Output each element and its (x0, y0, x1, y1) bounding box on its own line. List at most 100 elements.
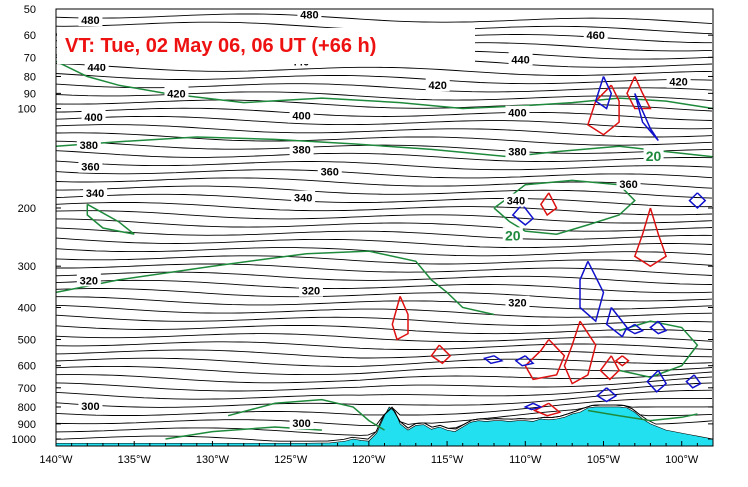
wind-contour (227, 398, 385, 431)
theta-label-bg (291, 190, 316, 204)
y-tick-label: 100 (18, 103, 36, 115)
theta-label-bg (81, 109, 106, 123)
theta-contour-label: 320 (508, 298, 526, 310)
x-tick-label: 140°W (39, 454, 73, 466)
y-tick-label: 50 (24, 4, 36, 16)
theta-contour (56, 296, 713, 310)
wind-contour (55, 250, 495, 316)
theta-contour (55, 115, 713, 130)
x-tick-label: 105°W (587, 454, 621, 466)
valid-time-title: VT: Tue, 02 May 06, 06 UT (+66 h) (57, 28, 475, 64)
theta-label-bg (616, 176, 641, 190)
theta-contour (55, 349, 713, 359)
theta-contour (55, 13, 713, 25)
theta-label-bg (583, 28, 608, 42)
x-tick-label: 125°W (274, 454, 308, 466)
red-contour (626, 76, 652, 110)
theta-label-bg (298, 283, 323, 297)
y-tick-label: 200 (18, 203, 36, 215)
theta-contour (55, 202, 713, 216)
theta-contour-label: 480 (300, 10, 318, 22)
x-tick-label: 120°W (352, 454, 386, 466)
theta-contour-label: 360 (81, 162, 99, 174)
theta-contour (55, 63, 713, 76)
theta-label-bg (78, 399, 103, 413)
theta-contour-label: 400 (84, 112, 102, 124)
theta-contour (55, 132, 713, 146)
x-tick-label: 100°W (665, 454, 699, 466)
theta-contour (55, 150, 713, 163)
y-tick-label: 300 (18, 261, 36, 273)
theta-contour (55, 314, 713, 326)
terrain-fill (55, 406, 714, 447)
theta-contour (55, 140, 713, 154)
blue-contour (579, 260, 605, 323)
wind-contour (618, 320, 699, 378)
theta-contour (55, 169, 713, 179)
theta-contour-label: 400 (508, 108, 526, 120)
theta-label-bg (505, 295, 530, 309)
theta-label-bg (508, 52, 533, 66)
theta-contour (55, 210, 713, 224)
theta-contour (55, 365, 713, 376)
theta-contour (56, 263, 713, 276)
red-contour (587, 84, 620, 136)
red-contour (391, 296, 409, 341)
red-contour (633, 207, 668, 268)
theta-contour (55, 124, 713, 138)
theta-label-bg (505, 144, 530, 158)
theta-contour-label: 400 (292, 110, 310, 122)
theta-contour-label: 380 (292, 144, 310, 156)
red-contour (430, 344, 452, 365)
blue-contour (511, 203, 535, 226)
wind-contour-label: 20 (646, 148, 662, 164)
theta-contour (55, 288, 713, 302)
theta-contour-label: 320 (80, 275, 98, 287)
y-tick-label: 700 (18, 383, 36, 395)
theta-contour-label: 320 (302, 286, 320, 298)
theta-label-bg (83, 185, 108, 199)
red-contour (614, 355, 630, 367)
theta-label-bg (317, 164, 342, 178)
blue-contour (605, 307, 628, 338)
red-contour (524, 338, 566, 381)
theta-contour (55, 271, 713, 285)
blue-contour (688, 192, 707, 210)
theta-contour (55, 99, 713, 112)
red-contour (599, 355, 621, 381)
theta-contour (55, 73, 713, 85)
wind-contour (55, 60, 714, 110)
blue-contour (482, 355, 504, 365)
theta-contour-label: 420 (167, 88, 185, 100)
wind-contour (86, 203, 135, 235)
theta-label-bg (297, 7, 322, 21)
theta-contour-label: 460 (586, 30, 604, 42)
blue-contour (594, 76, 613, 110)
y-tick-label: 800 (18, 402, 36, 414)
blue-contour (523, 402, 544, 411)
y-tick-label: 80 (24, 71, 36, 83)
blue-contour (646, 369, 668, 393)
blue-contour (595, 387, 618, 403)
theta-contour-label: 480 (81, 15, 99, 27)
y-tick-label: 90 (24, 88, 36, 100)
y-tick-label: 1000 (12, 434, 36, 446)
theta-label-bg (505, 105, 530, 119)
terrain-layer (55, 406, 714, 447)
theta-contour (55, 333, 713, 343)
theta-contour (55, 304, 713, 318)
theta-contour (55, 227, 713, 240)
theta-contour (55, 237, 713, 249)
x-tick-label: 130°W (196, 454, 230, 466)
theta-contour-label: 300 (81, 401, 99, 413)
blue-contour (625, 323, 645, 335)
theta-contour-label: 360 (619, 179, 637, 191)
theta-contour (55, 324, 713, 335)
theta-contour (55, 193, 713, 208)
wind-contour (587, 409, 698, 422)
theta-contour-label: 360 (321, 166, 339, 178)
theta-contour (55, 177, 713, 189)
contour-label-layer: 4804804604404404404204204204004004003803… (76, 7, 691, 430)
y-tick-label: 60 (24, 30, 36, 42)
